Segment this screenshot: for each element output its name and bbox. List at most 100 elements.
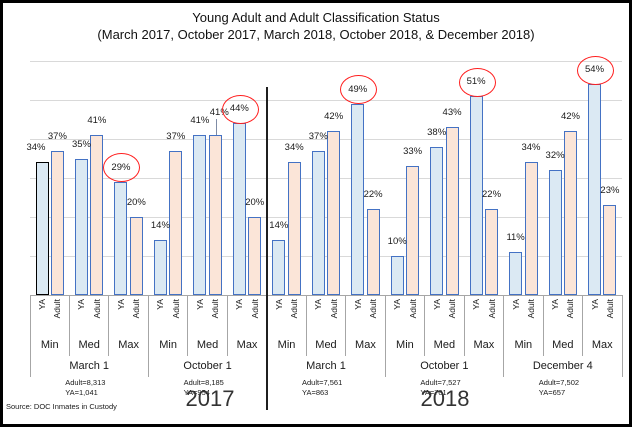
bar-label-ya: 37%: [308, 130, 328, 142]
category-separator: [226, 295, 228, 356]
date-label: October 1: [420, 360, 469, 372]
date-label: March 1: [69, 360, 110, 372]
tick-label-ya: YA: [589, 299, 600, 310]
note: Adult=7,561 YA=863: [302, 378, 343, 397]
date-label: March 1: [306, 360, 346, 372]
bar-adult: [327, 131, 341, 295]
level-label: Min: [514, 339, 533, 351]
highlight-circle: [103, 153, 141, 183]
category-separator: [542, 295, 544, 356]
category-separator: [345, 295, 347, 356]
tick-label-adult: Adult: [52, 299, 63, 319]
bar-label-adult: 42%: [324, 111, 344, 123]
tick-label-adult: Adult: [407, 299, 418, 319]
tick-label-ya: YA: [194, 299, 205, 310]
tick-label-ya: YA: [234, 299, 245, 310]
level-label: Min: [159, 339, 177, 351]
category-separator: [424, 295, 426, 356]
note: Adult=7,502 YA=657: [538, 378, 580, 397]
category-separator: [29, 295, 31, 377]
tick-label-ya: YA: [155, 299, 166, 310]
tick-label-adult: Adult: [131, 299, 142, 319]
level-label: Min: [396, 339, 414, 351]
bar-label-adult: 43%: [442, 107, 462, 119]
bar-ya: [74, 158, 88, 295]
note: Adult=8,313 YA=1,041: [65, 378, 106, 397]
tick-label-ya: YA: [550, 299, 561, 310]
level-label: Med: [196, 339, 219, 351]
tick-label-ya: YA: [76, 299, 87, 310]
tick-label-ya: YA: [37, 299, 47, 310]
bar-adult: [603, 205, 617, 295]
bar-label-ya: 10%: [387, 236, 407, 247]
year-label: 2017: [185, 386, 235, 411]
category-separator: [621, 295, 623, 377]
tick-label-ya: YA: [471, 299, 482, 310]
gridline: [30, 60, 622, 62]
bar-adult: [248, 217, 262, 295]
category-separator: [68, 295, 70, 356]
bar-label-adult: 33%: [403, 146, 423, 158]
category-separator: [384, 295, 386, 377]
bar-ya: [153, 240, 167, 295]
bar-ya: [509, 252, 523, 295]
level-label: Med: [78, 339, 100, 351]
tick-label-ya: YA: [392, 299, 403, 310]
gridline: [30, 255, 622, 257]
bar-adult: [169, 150, 183, 295]
tick-label-adult: Adult: [210, 299, 221, 319]
level-label: Max: [355, 339, 376, 351]
category-separator: [147, 295, 149, 377]
x-axis-line: [30, 294, 622, 296]
bar-label-adult: 22%: [482, 189, 502, 201]
level-label: Med: [552, 339, 574, 351]
tick-label-adult: Adult: [249, 299, 260, 319]
level-label: Max: [118, 339, 140, 351]
level-label: Med: [433, 339, 456, 351]
tick-label-adult: Adult: [486, 299, 497, 319]
bar-adult: [563, 131, 577, 295]
tick-label-ya: YA: [352, 299, 363, 310]
highlight-circle: [221, 94, 259, 124]
bar-adult: [129, 217, 143, 295]
bar-ya: [390, 256, 404, 295]
tick-label-adult: Adult: [526, 299, 536, 319]
bar-label-adult: 20%: [126, 197, 146, 208]
category-separator: [108, 295, 110, 356]
bar-ya: [430, 146, 444, 295]
date-label: December 4: [532, 360, 593, 372]
tick-label-ya: YA: [431, 299, 442, 310]
bar-adult: [90, 135, 104, 295]
tick-label-adult: Adult: [170, 299, 181, 319]
tick-label-adult: Adult: [604, 299, 615, 319]
gridline: [30, 99, 622, 101]
category-separator: [503, 295, 505, 377]
source-note: Source: DOC Inmates in Custody: [6, 402, 117, 411]
date-label: October 1: [183, 360, 232, 372]
bar-adult: [485, 209, 499, 295]
bar-label-ya: 41%: [190, 115, 210, 127]
bar-adult: [524, 162, 538, 295]
bar-ya: [311, 150, 325, 295]
bar-label-adult: 37%: [47, 130, 67, 142]
bar-label-adult: 37%: [166, 130, 186, 142]
tick-label-adult: Adult: [565, 299, 576, 319]
bar-label-ya: 34%: [26, 142, 46, 154]
bar-label-ya: 11%: [506, 232, 525, 244]
bar-label-ya: 38%: [427, 126, 447, 138]
bar-label-adult: 42%: [560, 111, 580, 123]
tick-label-adult: Adult: [289, 299, 300, 319]
bar-label-adult: 41%: [209, 107, 229, 119]
gridline: [30, 177, 622, 179]
bar-label-adult: 34%: [521, 142, 541, 154]
bar-label-adult: 22%: [363, 189, 383, 201]
tick-label-adult: Adult: [447, 299, 458, 319]
bar-ya: [193, 135, 207, 295]
bar-ya: [272, 240, 286, 295]
bar-ya: [232, 123, 246, 295]
level-label: Max: [591, 339, 613, 351]
category-separator: [463, 295, 465, 356]
category-separator: [305, 295, 307, 356]
bar-label-ya: 32%: [545, 150, 565, 162]
bar-adult: [366, 209, 380, 295]
